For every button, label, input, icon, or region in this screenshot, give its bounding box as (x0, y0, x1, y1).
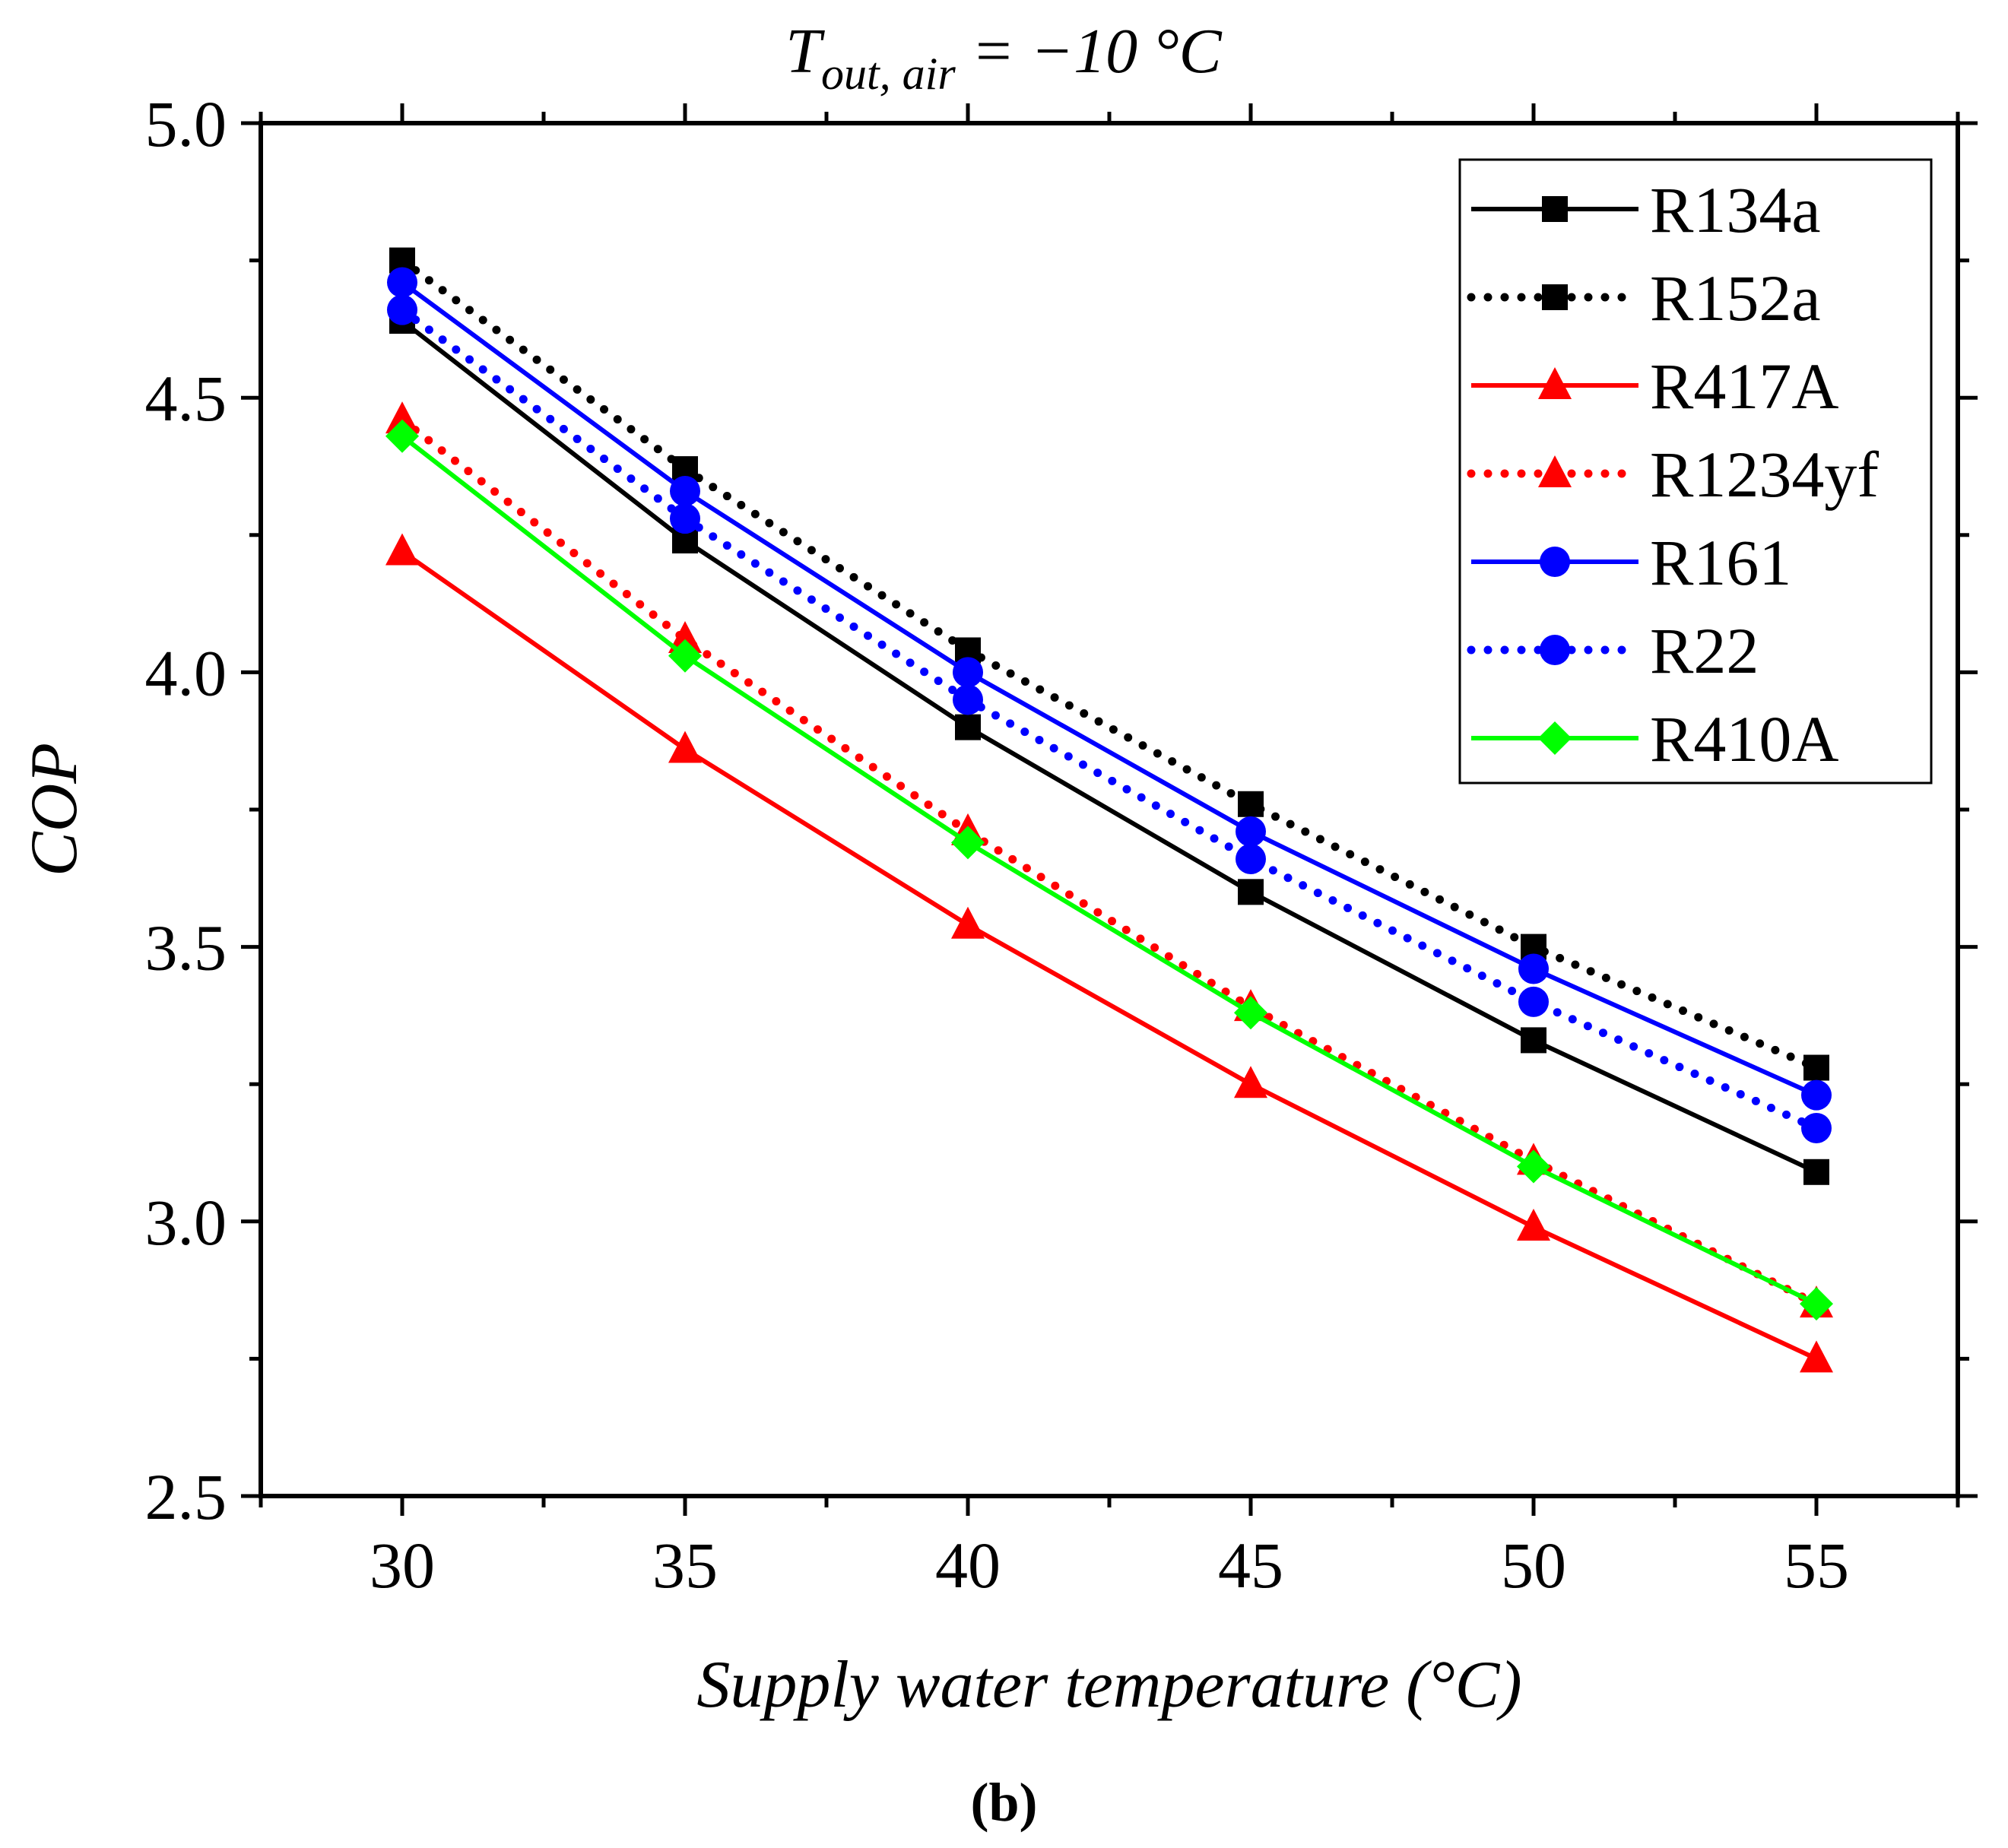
data-point-r161 (387, 267, 417, 298)
series-line-r22 (398, 306, 1821, 1133)
chart-title-subscript: out, air (821, 49, 956, 99)
legend-label-r161: R161 (1650, 526, 1791, 599)
data-point-r134a (1803, 1159, 1829, 1185)
chart-title-main: T (785, 16, 825, 87)
data-point-r152a (1238, 791, 1264, 817)
y-tick-label: 4.5 (145, 362, 227, 435)
data-point-r410a (1517, 1149, 1550, 1184)
data-point-r161 (1236, 816, 1266, 847)
legend-marker-r1234yf (1538, 455, 1572, 487)
x-tick-label: 50 (1501, 1529, 1566, 1602)
legend-item-r152a: R152a (1467, 262, 1821, 334)
legend-marker-r22 (1540, 635, 1570, 665)
series-line-r134a (401, 319, 1818, 1174)
legend: R134a R152a R417A R1234yf R161 R22 R410A (1458, 158, 1933, 785)
data-point-r417a (1800, 1340, 1833, 1373)
legend-marker-r134a (1542, 196, 1568, 222)
data-point-r161 (670, 476, 700, 507)
chart-title: Tout, air = −10 °C (785, 16, 1222, 99)
x-tick-label: 40 (935, 1529, 1001, 1602)
legend-item-r417a: R417A (1471, 350, 1838, 423)
data-point-r161 (1801, 1079, 1832, 1111)
data-point-r410a (385, 419, 419, 453)
y-tick-label: 4.0 (145, 636, 227, 709)
series-r22 (387, 294, 1832, 1143)
legend-label-r134a: R134a (1650, 173, 1821, 246)
legend-marker-r161 (1540, 547, 1570, 577)
legend-marker-r152a (1542, 284, 1568, 310)
series-r410a (385, 419, 1833, 1321)
legend-label-r152a: R152a (1650, 262, 1821, 334)
legend-marker-r417a (1538, 367, 1572, 399)
data-point-r1234yf (668, 621, 702, 654)
data-point-r152a (1803, 1054, 1829, 1081)
x-tick-label: 35 (652, 1529, 718, 1602)
panel-label: (b) (970, 1772, 1038, 1833)
x-tick-label: 30 (370, 1529, 435, 1602)
series-r161 (387, 267, 1832, 1111)
axis-ticks: 30 35 40 45 50 55 2.5 3.0 3.5 4.0 4.5 5.0 (145, 87, 1978, 1602)
legend-label-r22: R22 (1650, 614, 1759, 687)
legend-marker-r410a (1538, 721, 1572, 755)
legend-item-r22: R22 (1467, 614, 1759, 687)
data-point-r22 (953, 684, 983, 715)
series-r152a (389, 247, 1829, 1081)
data-point-r417a (1234, 1066, 1267, 1098)
series-line-r417a (401, 550, 1818, 1361)
data-point-r410a (1234, 996, 1267, 1030)
data-point-r22 (387, 294, 417, 325)
y-tick-label: 5.0 (145, 87, 227, 160)
data-point-r417a (668, 731, 702, 763)
series-line-r161 (401, 281, 1818, 1098)
data-point-r410a (951, 826, 985, 860)
series-line-r410a (401, 434, 1818, 1306)
series-r417a (385, 533, 1833, 1373)
legend-item-r410a: R410A (1471, 702, 1838, 775)
data-point-r134a (955, 714, 981, 740)
data-point-r410a (668, 639, 702, 673)
data-point-r417a (951, 906, 985, 939)
x-tick-label: 45 (1218, 1529, 1283, 1602)
x-axis-label: Supply water temperature (°C) (696, 1648, 1521, 1722)
legend-item-r134a: R134a (1471, 173, 1821, 246)
data-point-r22 (1518, 986, 1549, 1017)
x-tick-label: 55 (1784, 1529, 1849, 1602)
data-point-r134a (1521, 1027, 1546, 1054)
data-point-r1234yf (385, 401, 419, 434)
legend-label-r417a: R417A (1650, 350, 1838, 423)
legend-item-r161: R161 (1471, 526, 1791, 599)
chart-title-rest: = −10 °C (956, 16, 1223, 87)
legend-label-r1234yf: R1234yf (1650, 438, 1879, 511)
data-point-r410a (1800, 1287, 1833, 1321)
data-point-r417a (1517, 1209, 1550, 1241)
y-tick-label: 3.5 (145, 911, 227, 984)
data-point-r417a (385, 533, 419, 566)
y-tick-label: 3.0 (145, 1186, 227, 1259)
y-tick-label: 2.5 (145, 1460, 227, 1533)
data-point-r161 (1518, 953, 1549, 984)
data-point-r134a (1238, 879, 1264, 905)
data-point-r22 (670, 503, 700, 534)
legend-item-r1234yf: R1234yf (1467, 438, 1879, 511)
series-line-r1234yf (398, 415, 1821, 1308)
data-point-r22 (1236, 844, 1266, 875)
y-axis-label: COP (17, 743, 91, 876)
data-point-r161 (953, 657, 983, 688)
legend-label-r410a: R410A (1650, 702, 1838, 775)
series-layer (385, 247, 1833, 1373)
data-point-r22 (1801, 1112, 1832, 1143)
